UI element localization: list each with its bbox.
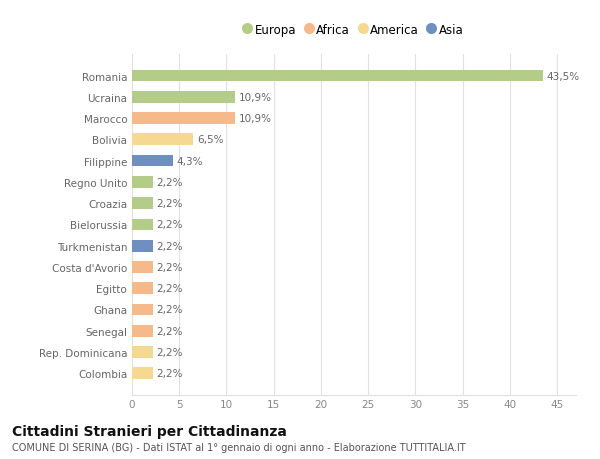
Bar — [132, 92, 235, 103]
Text: 2,2%: 2,2% — [157, 199, 183, 209]
Text: 10,9%: 10,9% — [239, 114, 272, 124]
Bar — [132, 134, 193, 146]
Bar — [132, 241, 153, 252]
Legend: Europa, Africa, America, Asia: Europa, Africa, America, Asia — [241, 20, 467, 40]
Text: 43,5%: 43,5% — [547, 71, 580, 81]
Text: 2,2%: 2,2% — [157, 369, 183, 379]
Text: 2,2%: 2,2% — [157, 347, 183, 357]
Text: 2,2%: 2,2% — [157, 284, 183, 294]
Bar — [132, 262, 153, 273]
Bar — [132, 156, 173, 167]
Text: COMUNE DI SERINA (BG) - Dati ISTAT al 1° gennaio di ogni anno - Elaborazione TUT: COMUNE DI SERINA (BG) - Dati ISTAT al 1°… — [12, 442, 466, 452]
Bar — [132, 113, 235, 125]
Text: 4,3%: 4,3% — [176, 156, 203, 166]
Bar — [132, 368, 153, 379]
Text: 2,2%: 2,2% — [157, 220, 183, 230]
Text: 2,2%: 2,2% — [157, 326, 183, 336]
Bar — [132, 304, 153, 316]
Bar — [132, 219, 153, 231]
Bar — [132, 283, 153, 294]
Bar — [132, 198, 153, 209]
Bar — [132, 325, 153, 337]
Bar — [132, 347, 153, 358]
Text: Cittadini Stranieri per Cittadinanza: Cittadini Stranieri per Cittadinanza — [12, 425, 287, 438]
Text: 2,2%: 2,2% — [157, 305, 183, 315]
Bar — [132, 177, 153, 188]
Bar — [132, 71, 543, 82]
Text: 6,5%: 6,5% — [197, 135, 224, 145]
Text: 2,2%: 2,2% — [157, 178, 183, 187]
Text: 2,2%: 2,2% — [157, 263, 183, 272]
Text: 10,9%: 10,9% — [239, 93, 272, 102]
Text: 2,2%: 2,2% — [157, 241, 183, 251]
